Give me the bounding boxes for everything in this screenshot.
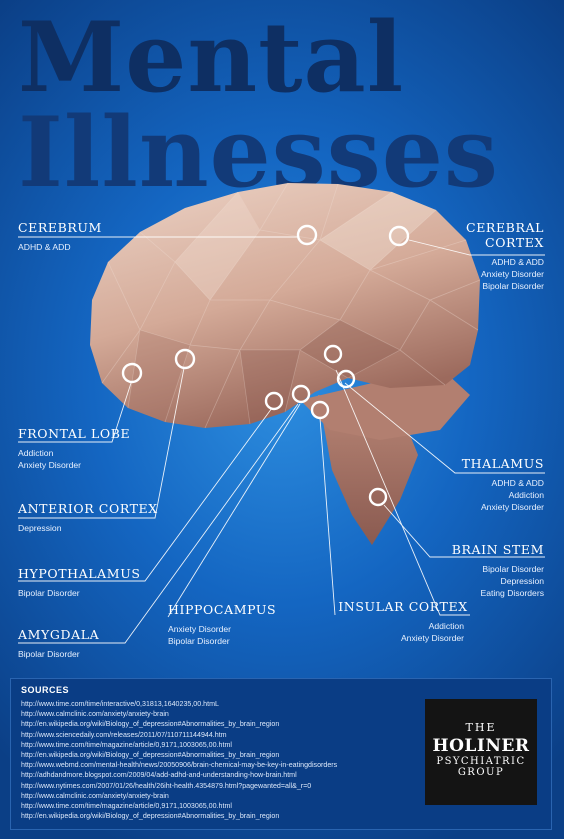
source-link[interactable]: http://www.time.com/time/magazine/articl… — [21, 740, 232, 749]
line-brain-stem — [383, 504, 545, 558]
cerebellum-shape — [300, 372, 470, 440]
region-name: AMYGDALA — [18, 627, 100, 642]
label-cerebral-cortex: CEREBRAL CORTEX ADHD & ADD Anxiety Disor… — [424, 220, 544, 292]
region-item: ADHD & ADD — [491, 257, 544, 267]
region-item: Addiction — [18, 448, 54, 458]
label-thalamus: THALAMUS ADHD & ADD Addiction Anxiety Di… — [414, 456, 544, 513]
region-item: Anxiety Disorder — [480, 502, 544, 512]
marker-hypothalamus — [264, 391, 284, 411]
region-item: Addiction — [428, 621, 464, 631]
line-amygdala — [18, 403, 299, 644]
source-link[interactable]: http://en.wikipedia.org/wiki/Biology_of_… — [21, 720, 280, 729]
region-item: Anxiety Disorder — [400, 633, 464, 643]
source-link[interactable]: http://en.wikipedia.org/wiki/Biology_of_… — [21, 812, 280, 821]
marker-cerebral-cortex — [388, 225, 410, 247]
marker-brain-stem — [368, 487, 388, 507]
marker-amygdala — [310, 400, 330, 420]
label-frontal-lobe: FRONTAL LOBE Addiction Anxiety Disorder — [18, 426, 130, 471]
label-anterior-cortex: ANTERIOR CORTEX Depression — [18, 501, 158, 534]
region-name: CEREBRAL CORTEX — [466, 220, 544, 250]
label-brain-stem: BRAIN STEM Bipolar Disorder Depression E… — [414, 542, 544, 599]
title-mental: Mental — [18, 1, 405, 114]
region-name: BRAIN STEM — [451, 542, 544, 557]
line-cerebral-cortex — [408, 239, 545, 256]
source-link[interactable]: http://www.calmclinic.com/anxiety/anxiet… — [21, 791, 169, 800]
line-hippocampus — [167, 403, 301, 618]
line-frontal-lobe — [18, 382, 132, 443]
region-item: ADHD & ADD — [18, 242, 71, 252]
region-item: Addiction — [508, 490, 544, 500]
source-link[interactable]: http://www.sciencedaily.com/releases/201… — [21, 730, 227, 739]
region-name: HYPOTHALAMUS — [18, 566, 141, 581]
region-name: FRONTAL LOBE — [18, 426, 131, 441]
region-item: Anxiety Disorder — [18, 460, 82, 470]
sources-list: http://www.time.com/time/interactive/0,3… — [21, 699, 411, 821]
brain-facets — [101, 182, 481, 429]
region-markers — [121, 224, 410, 507]
source-link[interactable]: http://www.time.com/time/interactive/0,3… — [21, 700, 219, 708]
region-item: Anxiety Disorder — [168, 624, 232, 634]
line-anterior-cortex — [18, 367, 185, 519]
marker-thalamus — [336, 369, 356, 389]
label-insular-cortex: INSULAR CORTEX Addiction Anxiety Disorde… — [338, 599, 468, 644]
label-hippocampus: HIPPOCAMPUS Anxiety Disorder Bipolar Dis… — [168, 602, 276, 647]
logo-psychiatric: PSYCHIATRIC — [436, 756, 526, 767]
line-insular-cortex — [335, 369, 470, 616]
brain-facet-shades — [128, 192, 436, 424]
logo-holiner: HOLINER — [432, 736, 530, 756]
label-hypothalamus: HYPOTHALAMUS Bipolar Disorder — [18, 566, 141, 599]
label-cerebrum: CEREBRUM ADHD & ADD — [18, 220, 102, 253]
region-name: ANTERIOR CORTEX — [18, 501, 158, 516]
region-item: Depression — [18, 523, 62, 533]
region-name: THALAMUS — [461, 456, 544, 471]
marker-thalamus-upper — [323, 344, 343, 364]
region-name: INSULAR CORTEX — [338, 599, 468, 614]
region-item: ADHD & ADD — [491, 478, 544, 488]
region-item: Bipolar Disorder — [482, 281, 544, 291]
source-link[interactable]: http://www.time.com/time/magazine/articl… — [21, 802, 232, 811]
leader-lines — [18, 236, 545, 644]
logo-group: GROUP — [457, 767, 505, 778]
region-name: CEREBRUM — [18, 220, 102, 235]
region-name: HIPPOCAMPUS — [168, 602, 277, 617]
region-item: Eating Disorders — [480, 588, 544, 598]
marker-hippocampus — [291, 384, 311, 404]
source-link[interactable]: http://adhdandmore.blogspot.com/2009/04/… — [21, 771, 297, 780]
source-link[interactable]: http://en.wikipedia.org/wiki/Biology_of_… — [21, 751, 280, 760]
line-hypothalamus — [18, 407, 273, 582]
marker-anterior-cortex — [174, 348, 196, 370]
line-insular-cortex-2 — [319, 417, 336, 616]
holiner-logo: THE HOLINER PSYCHIATRIC GROUP — [425, 699, 537, 805]
region-item: Depression — [500, 576, 544, 586]
source-link[interactable]: http://www.calmclinic.com/anxiety/anxiet… — [21, 710, 169, 719]
sources-panel: SOURCES http://www.time.com/time/interac… — [10, 678, 552, 830]
source-link[interactable]: http://www.nytimes.com/2007/01/26/health… — [21, 781, 312, 790]
region-item: Bipolar Disorder — [18, 588, 80, 598]
title-illnesses: Illnesses — [18, 96, 499, 209]
source-link[interactable]: http://www.webmd.com/mental-health/news/… — [21, 761, 338, 770]
region-item: Bipolar Disorder — [18, 649, 80, 659]
line-thalamus — [344, 382, 545, 474]
label-amygdala: AMYGDALA Bipolar Disorder — [18, 627, 99, 660]
region-item: Anxiety Disorder — [480, 269, 544, 279]
marker-frontal-lobe — [121, 362, 143, 384]
marker-cerebrum — [296, 224, 318, 246]
region-item: Bipolar Disorder — [168, 636, 230, 646]
sources-heading: SOURCES — [21, 685, 70, 695]
region-item: Bipolar Disorder — [482, 564, 544, 574]
logo-the: THE — [465, 721, 497, 734]
